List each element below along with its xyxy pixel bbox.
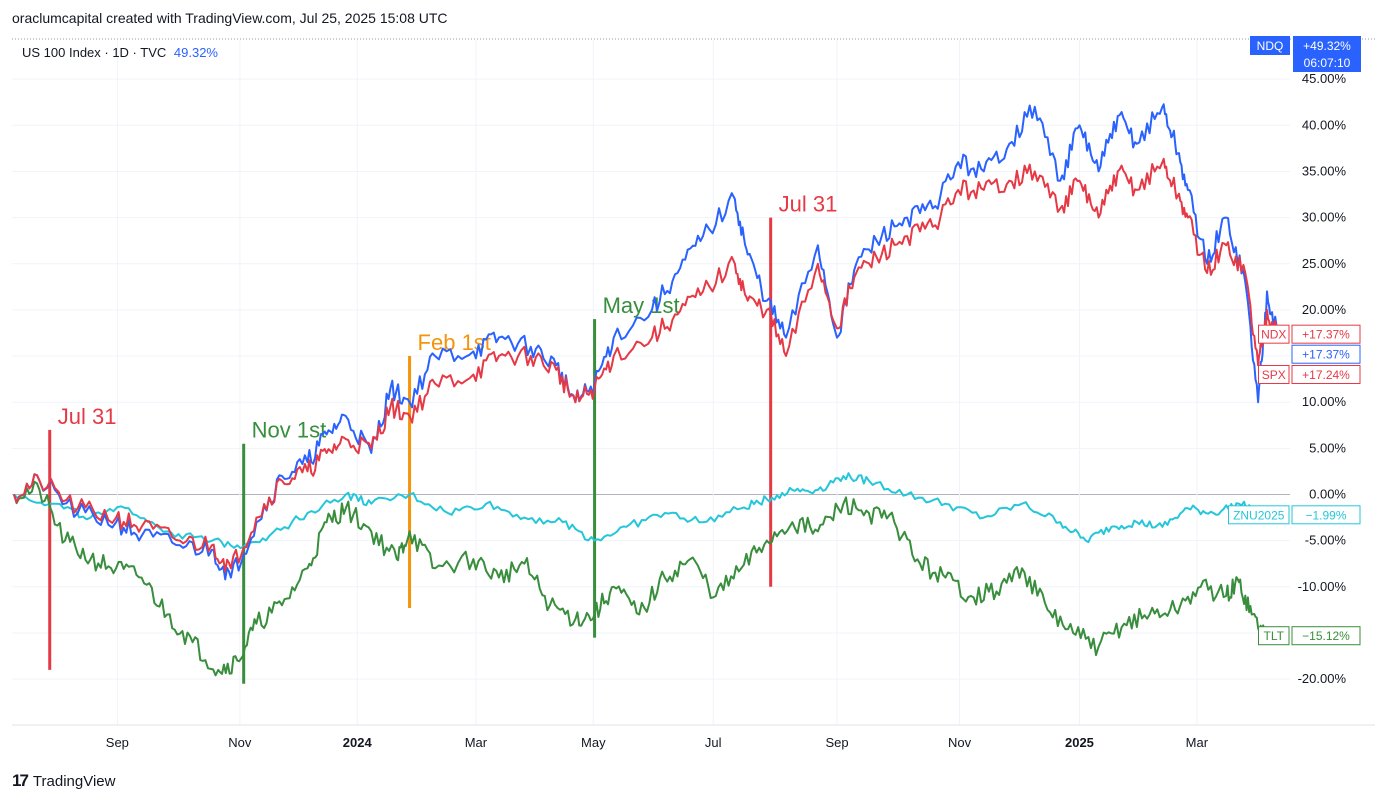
value-label-ticker-bg [1258,324,1290,344]
grid-lines [12,40,1290,725]
y-tick-label: 45.00% [1302,71,1347,86]
x-tick-label: 2024 [343,735,373,750]
value-label-value: +49.32% [1303,39,1351,53]
value-label-ticker-bg [1228,505,1290,525]
series-lines [13,103,1279,677]
value-label-sub: 06:07:10 [1304,56,1351,70]
y-tick-label: 5.00% [1309,440,1346,455]
value-label-ticker: NDX [1261,328,1286,342]
value-label-ticker-bg [1258,626,1290,646]
value-label-value: +17.37% [1302,328,1350,342]
attribution-header: oraclumcapital created with TradingView.… [12,10,448,26]
value-label-bg [1291,324,1361,344]
y-tick-label: 0.00% [1309,487,1346,502]
value-label-ticker-bg [1250,36,1290,55]
x-tick-label: Sep [106,735,129,750]
value-label-bg [1291,505,1361,525]
y-tick-label: 20.00% [1302,302,1347,317]
value-labels: NDQ +49.32% 06:07:10 NDX +17.37% +17.37% SPX +1… [1228,36,1361,646]
x-tick-label: Sep [825,735,848,750]
x-tick-label: Jul [705,735,722,750]
y-tick-label: -5.00% [1305,533,1347,548]
annotation-label: May 1st [603,293,680,318]
value-label-ticker: TLT [1264,629,1285,643]
value-label-bg [1291,344,1361,364]
symbol-info[interactable]: US 100 Index · 1D · TVC 49.32% [22,45,218,60]
annotations: Jul 31 Nov 1st Feb 1st May 1st Jul 31 [48,192,838,684]
value-label-ticker: NDQ [1257,39,1284,53]
value-label-value: −1.99% [1305,508,1346,522]
series-line-znu2025 [13,472,1265,550]
symbol-change: 49.32% [173,45,218,60]
y-tick-label: 10.00% [1302,394,1347,409]
value-label-bg [1291,365,1361,385]
x-tick-label: Mar [465,735,488,750]
x-tick-label: Nov [948,735,972,750]
value-label-ticker: SPX [1262,368,1286,382]
annotation-label: Feb 1st [418,330,491,355]
value-label-bg [1293,36,1361,72]
x-tick-label: Nov [228,735,252,750]
symbol-name: US 100 Index · 1D · TVC [22,45,167,60]
annotation-label: Jul 31 [58,404,117,429]
tradingview-brand: TradingView [32,772,116,790]
value-label-ticker: ZNU2025 [1233,508,1285,522]
value-label-bg [1291,626,1361,646]
series-line-tlt [13,480,1266,677]
y-tick-label: -20.00% [1298,671,1347,686]
x-tick-label: May [581,735,606,750]
y-tick-label: 30.00% [1302,210,1347,225]
series-line-ndq [13,103,1279,581]
value-label-value: +17.37% [1302,348,1350,362]
annotation-label: Nov 1st [252,418,327,443]
x-axis[interactable]: Sep Nov 2024 Mar May Jul Sep Nov 2025 Mar [12,724,1375,750]
x-tick-label: 2025 [1065,735,1094,750]
x-tick-label: Mar [1186,735,1209,750]
series-line-ndx [13,157,1279,573]
tradingview-footer[interactable]: 17 TradingView [12,771,115,791]
annotation-label: Jul 31 [779,192,838,217]
y-tick-label: -10.00% [1298,579,1347,594]
value-label-value: −15.12% [1302,629,1350,643]
y-tick-label: 35.00% [1302,163,1347,178]
value-label-value: +17.24% [1302,368,1350,382]
y-tick-label: 40.00% [1302,117,1347,132]
y-tick-label: 25.00% [1302,256,1347,271]
tradingview-logo-icon: 17 [12,771,29,790]
value-label-ticker-bg [1258,365,1290,385]
